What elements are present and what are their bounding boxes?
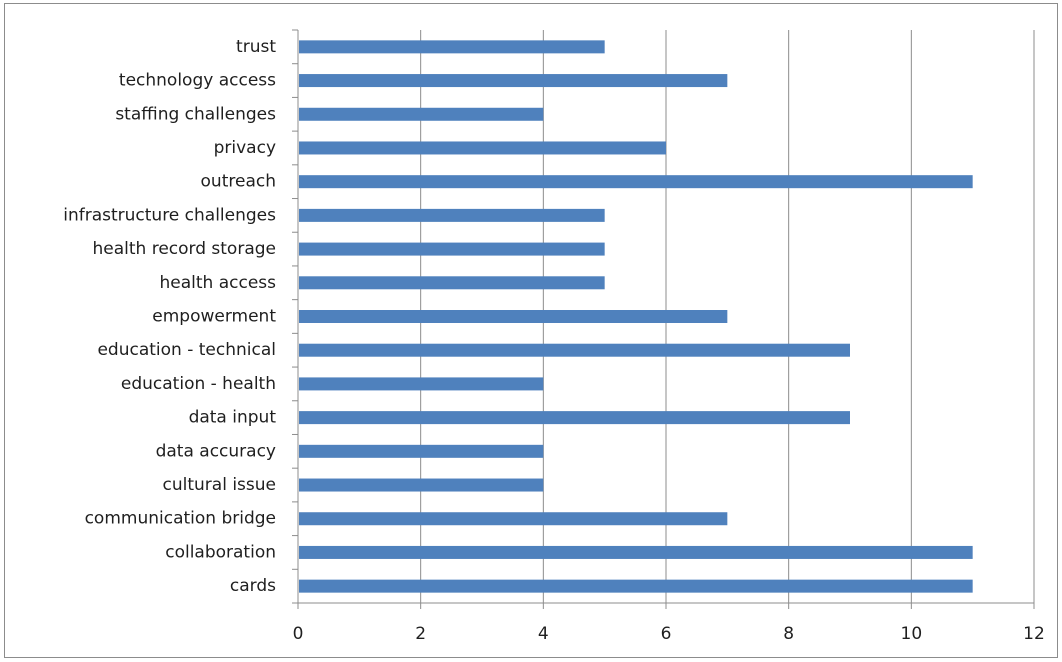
- bar: [299, 276, 605, 290]
- bar: [299, 545, 973, 559]
- x-tick-label: 6: [661, 624, 672, 644]
- category-label: communication bridge: [85, 509, 276, 529]
- x-tick-label: 10: [901, 624, 923, 644]
- bar: [299, 478, 544, 492]
- category-label: data input: [189, 408, 277, 428]
- category-label: staffing challenges: [115, 104, 276, 124]
- bar: [299, 141, 666, 155]
- x-tick-label: 8: [783, 624, 794, 644]
- x-tick-label: 0: [293, 624, 304, 644]
- bar: [299, 377, 544, 391]
- category-label: cultural issue: [163, 475, 277, 495]
- bar: [299, 310, 728, 323]
- bar: [299, 512, 728, 526]
- x-tick-label: 12: [1023, 624, 1045, 644]
- bar: [299, 74, 728, 88]
- x-tick-labels: 0 2 4 6 8 10 12: [293, 624, 1045, 644]
- bar: [299, 40, 605, 54]
- x-tick-label: 2: [415, 624, 426, 644]
- category-label: health record storage: [92, 239, 276, 259]
- x-tick-label: 4: [538, 624, 549, 644]
- bar: [299, 579, 973, 593]
- bar: [299, 411, 850, 425]
- bar: [299, 444, 544, 458]
- category-label: education - health: [121, 374, 276, 394]
- bars: [299, 40, 973, 593]
- category-label: data accuracy: [156, 441, 276, 461]
- category-label: trust: [236, 37, 276, 57]
- category-label: infrastructure challenges: [63, 205, 276, 225]
- bar: [299, 242, 605, 256]
- gridlines: [420, 30, 1035, 603]
- category-label: education - technical: [97, 340, 276, 360]
- category-label: technology access: [119, 71, 276, 91]
- category-label: health access: [159, 273, 276, 293]
- bar: [299, 175, 973, 189]
- axes: [292, 29, 1035, 609]
- category-label: cards: [230, 576, 276, 596]
- category-labels: trust technology access staffing challenge…: [63, 37, 276, 596]
- bar: [299, 208, 605, 222]
- bar: [299, 107, 544, 121]
- category-label: outreach: [201, 172, 276, 192]
- category-label: empowerment: [152, 307, 276, 327]
- category-label: privacy: [214, 138, 276, 158]
- bar: [299, 343, 850, 357]
- category-label: collaboration: [165, 542, 276, 562]
